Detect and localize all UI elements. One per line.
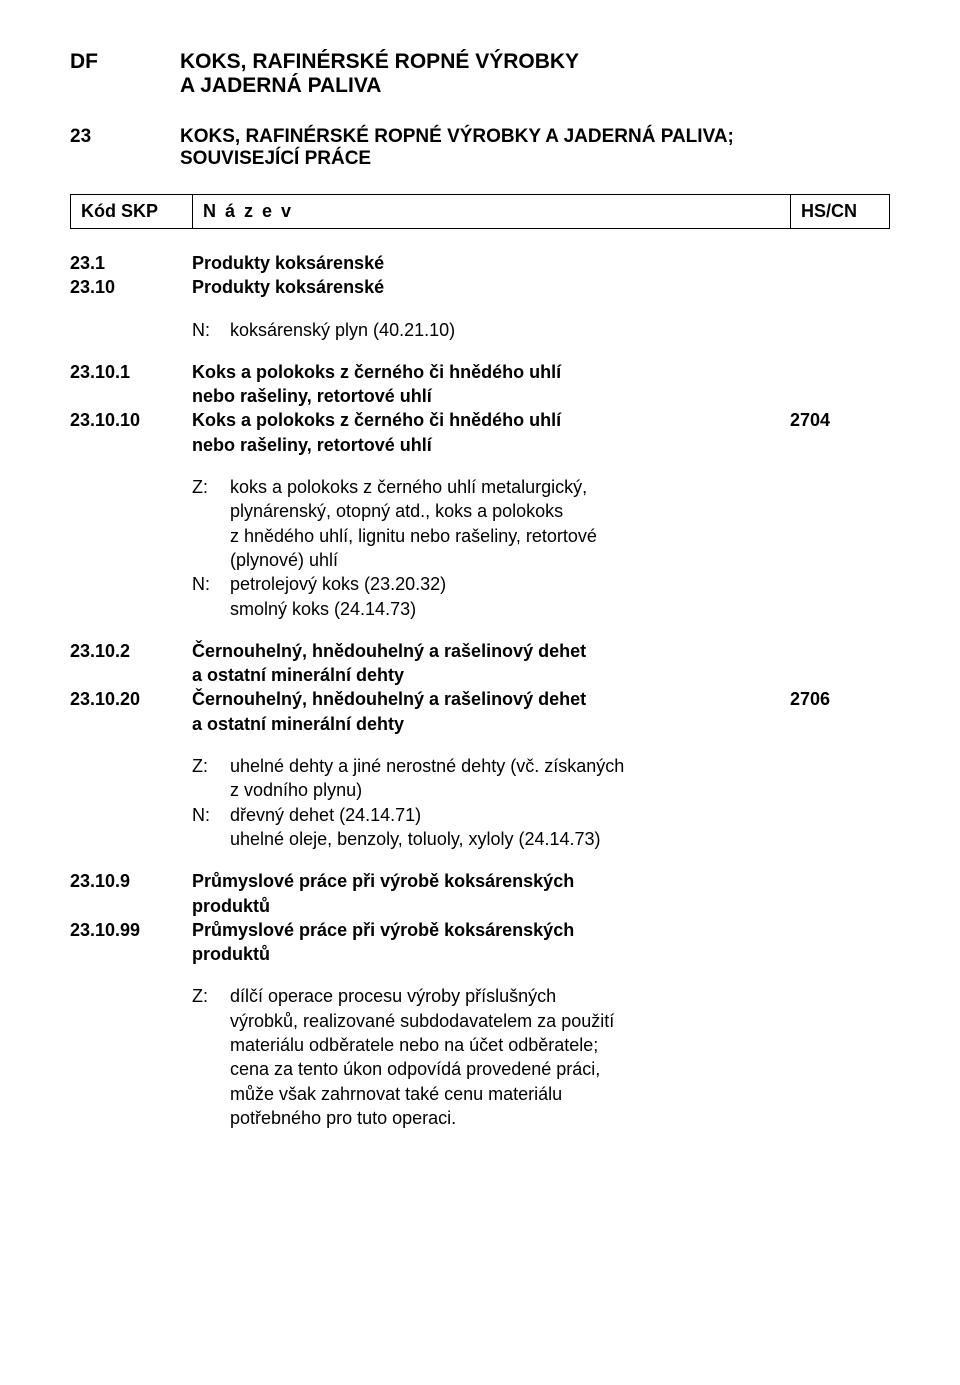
th-nazev: N á z e v: [192, 194, 790, 229]
text-line1: Průmyslové práce při výrobě koksárenskýc…: [192, 918, 780, 942]
text: Průmyslové práce při výrobě koksárenskýc…: [192, 918, 790, 967]
header-title-line1: KOKS, RAFINÉRSKÉ ROPNÉ VÝROBKY: [180, 50, 890, 74]
header-title-line2: A JADERNÁ PALIVA: [180, 74, 890, 98]
text: Produkty koksárenské: [192, 275, 790, 299]
hs: 2704: [790, 408, 890, 457]
text: Černouhelný, hnědouhelný a rašelinový de…: [192, 687, 790, 736]
subheader-title-line2: SOUVISEJÍCÍ PRÁCE: [180, 148, 890, 170]
row-23-10-1: 23.10.1 Koks a polokoks z černého či hně…: [70, 360, 890, 409]
row-23-10: 23.10 Produkty koksárenské: [70, 275, 890, 299]
hs: [790, 639, 890, 688]
z2-line2: z vodního plynu): [230, 778, 790, 802]
note-label: N:: [192, 318, 230, 342]
n2-line2: smolný koks (24.14.73): [230, 597, 790, 621]
note-label: Z:: [192, 984, 230, 1130]
text: Produkty koksárenské: [192, 251, 790, 275]
text-line1: Koks a polokoks z černého či hnědého uhl…: [192, 360, 780, 384]
text-line1: Průmyslové práce při výrobě koksárenskýc…: [192, 869, 780, 893]
note-label: N:: [192, 572, 230, 621]
header-code: DF: [70, 50, 180, 98]
note-text: koksárenský plyn (40.21.10): [230, 318, 890, 342]
n2-line1: petrolejový koks (23.20.32): [230, 572, 790, 596]
z3-line1: dílčí operace procesu výroby příslušných: [230, 984, 790, 1008]
subheader-title: KOKS, RAFINÉRSKÉ ROPNÉ VÝROBKY A JADERNÁ…: [180, 126, 890, 170]
note-text: dílčí operace procesu výroby příslušných…: [230, 984, 890, 1130]
table-header: Kód SKP N á z e v HS/CN: [70, 194, 890, 229]
text-line2: nebo rašeliny, retortové uhlí: [192, 433, 780, 457]
note-text: dřevný dehet (24.14.71) uhelné oleje, be…: [230, 803, 890, 852]
n3-line2: uhelné oleje, benzoly, toluoly, xyloly (…: [230, 827, 790, 851]
code: 23.10.1: [70, 360, 192, 409]
hs: [790, 251, 890, 275]
z3-line5: může však zahrnovat také cenu materiálu: [230, 1082, 790, 1106]
subheader-code: 23: [70, 126, 180, 170]
code: 23.10: [70, 275, 192, 299]
row-23-1: 23.1 Produkty koksárenské: [70, 251, 890, 275]
hs: 2706: [790, 687, 890, 736]
text-line2: produktů: [192, 942, 780, 966]
z1-line1: koks a polokoks z černého uhlí metalurgi…: [230, 475, 790, 499]
th-kod: Kód SKP: [70, 194, 192, 229]
code: 23.10.2: [70, 639, 192, 688]
z1-line2: plynárenský, otopný atd., koks a polokok…: [230, 499, 790, 523]
hs: [790, 275, 890, 299]
page-header: DF KOKS, RAFINÉRSKÉ ROPNÉ VÝROBKY A JADE…: [70, 50, 890, 98]
header-title: KOKS, RAFINÉRSKÉ ROPNÉ VÝROBKY A JADERNÁ…: [180, 50, 890, 98]
text-line1: Černouhelný, hnědouhelný a rašelinový de…: [192, 639, 780, 663]
text: Koks a polokoks z černého či hnědého uhl…: [192, 408, 790, 457]
note-label: Z:: [192, 754, 230, 803]
code: 23.1: [70, 251, 192, 275]
row-23-10-2: 23.10.2 Černouhelný, hnědouhelný a rašel…: [70, 639, 890, 688]
n3-line1: dřevný dehet (24.14.71): [230, 803, 790, 827]
hs: [790, 360, 890, 409]
row-23-10-10: 23.10.10 Koks a polokoks z černého či hn…: [70, 408, 890, 457]
note-text: uhelné dehty a jiné nerostné dehty (vč. …: [230, 754, 890, 803]
subheader-title-line1: KOKS, RAFINÉRSKÉ ROPNÉ VÝROBKY A JADERNÁ…: [180, 126, 890, 148]
hs: [790, 869, 890, 918]
code: 23.10.20: [70, 687, 192, 736]
th-hs: HS/CN: [790, 194, 890, 229]
row-23-10-20: 23.10.20 Černouhelný, hnědouhelný a raše…: [70, 687, 890, 736]
hs: [790, 918, 890, 967]
note-label: Z:: [192, 475, 230, 572]
note-z1: Z: koks a polokoks z černého uhlí metalu…: [192, 475, 890, 621]
note-label: N:: [192, 803, 230, 852]
text-line2: produktů: [192, 894, 780, 918]
z3-line2: výrobků, realizované subdodavatelem za p…: [230, 1009, 790, 1033]
z2-line1: uhelné dehty a jiné nerostné dehty (vč. …: [230, 754, 790, 778]
note-text: petrolejový koks (23.20.32) smolný koks …: [230, 572, 890, 621]
row-23-10-99: 23.10.99 Průmyslové práce při výrobě kok…: [70, 918, 890, 967]
z1-line3: z hnědého uhlí, lignitu nebo rašeliny, r…: [230, 524, 790, 548]
text-line2: a ostatní minerální dehty: [192, 712, 780, 736]
text-line2: nebo rašeliny, retortové uhlí: [192, 384, 780, 408]
row-23-10-9: 23.10.9 Průmyslové práce při výrobě koks…: [70, 869, 890, 918]
text-line1: Koks a polokoks z černého či hnědého uhl…: [192, 408, 780, 432]
z3-line3: materiálu odběratele nebo na účet odběra…: [230, 1033, 790, 1057]
code: 23.10.9: [70, 869, 192, 918]
code: 23.10.99: [70, 918, 192, 967]
z3-line4: cena za tento úkon odpovídá provedené pr…: [230, 1057, 790, 1081]
text: Koks a polokoks z černého či hnědého uhl…: [192, 360, 790, 409]
subheader: 23 KOKS, RAFINÉRSKÉ ROPNÉ VÝROBKY A JADE…: [70, 126, 890, 170]
z3-line6: potřebného pro tuto operaci.: [230, 1106, 790, 1130]
note-z3: Z: dílčí operace procesu výroby příslušn…: [192, 984, 890, 1130]
text: Průmyslové práce při výrobě koksárenskýc…: [192, 869, 790, 918]
text-line2: a ostatní minerální dehty: [192, 663, 780, 687]
code: 23.10.10: [70, 408, 192, 457]
note-z2: Z: uhelné dehty a jiné nerostné dehty (v…: [192, 754, 890, 851]
note-n1: N: koksárenský plyn (40.21.10): [192, 318, 890, 342]
text: Černouhelný, hnědouhelný a rašelinový de…: [192, 639, 790, 688]
z1-line4: (plynové) uhlí: [230, 548, 790, 572]
text-line1: Černouhelný, hnědouhelný a rašelinový de…: [192, 687, 780, 711]
note-text: koks a polokoks z černého uhlí metalurgi…: [230, 475, 890, 572]
